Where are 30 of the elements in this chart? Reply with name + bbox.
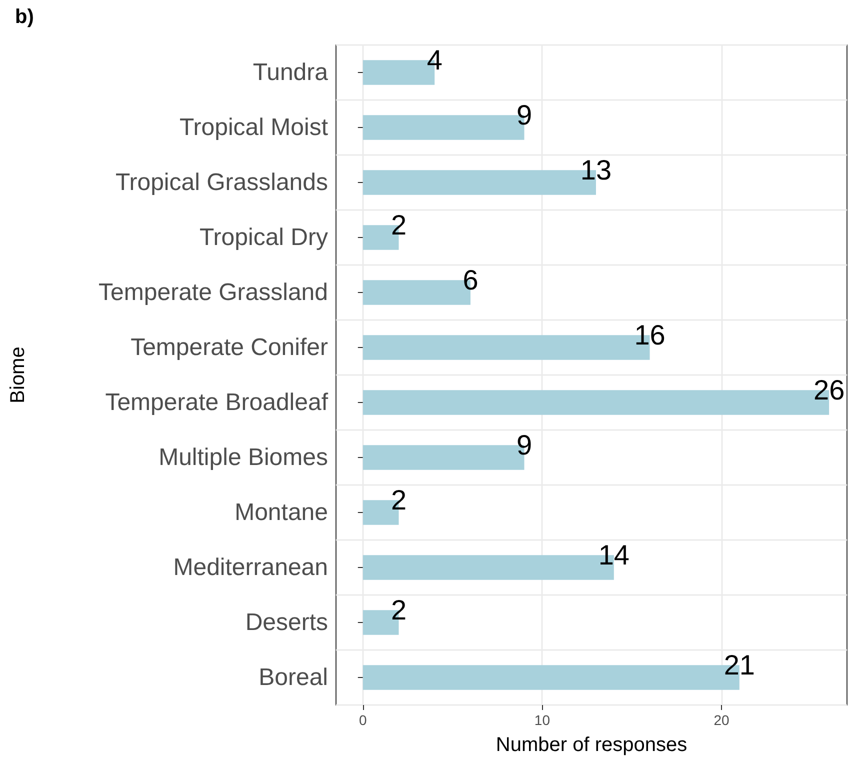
data-label: 2: [390, 210, 407, 241]
data-label: 2: [390, 594, 407, 626]
data-label: 9: [516, 430, 532, 461]
y-tick-label: Mediterranean: [173, 554, 328, 581]
y-tick-label: Montane: [234, 499, 328, 526]
data-label: 4: [426, 44, 442, 76]
y-tick-label: Tropical Moist: [180, 114, 328, 141]
y-tick-label: Multiple Biomes: [158, 444, 328, 471]
x-axis-title: Number of responses: [496, 734, 688, 756]
data-label: 6: [462, 264, 478, 296]
y-tick-label: Tundra: [252, 59, 329, 86]
data-label: 16: [634, 320, 666, 351]
y-tick-label: Temperate Conifer: [130, 334, 328, 361]
y-tick-label: Tropical Grasslands: [115, 169, 328, 196]
x-tick-label: 0: [358, 712, 367, 728]
data-label: 2: [390, 484, 407, 516]
y-tick-label: Boreal: [258, 664, 328, 691]
y-tick-label: Deserts: [245, 609, 328, 636]
y-tick-label: Tropical Dry: [200, 224, 328, 251]
data-label: 26: [813, 374, 845, 406]
data-label: 14: [598, 540, 630, 571]
text: b): [15, 6, 34, 28]
y-tick-label: Temperate Broadleaf: [105, 389, 328, 416]
x-tick-label: 20: [714, 712, 730, 728]
y-tick-label: Temperate Grassland: [98, 279, 328, 306]
data-label: 13: [580, 154, 612, 186]
data-label: 21: [724, 650, 755, 681]
x-tick-label: 10: [534, 712, 550, 728]
y-axis-title: Biome: [7, 346, 29, 404]
data-label: 9: [516, 100, 532, 131]
